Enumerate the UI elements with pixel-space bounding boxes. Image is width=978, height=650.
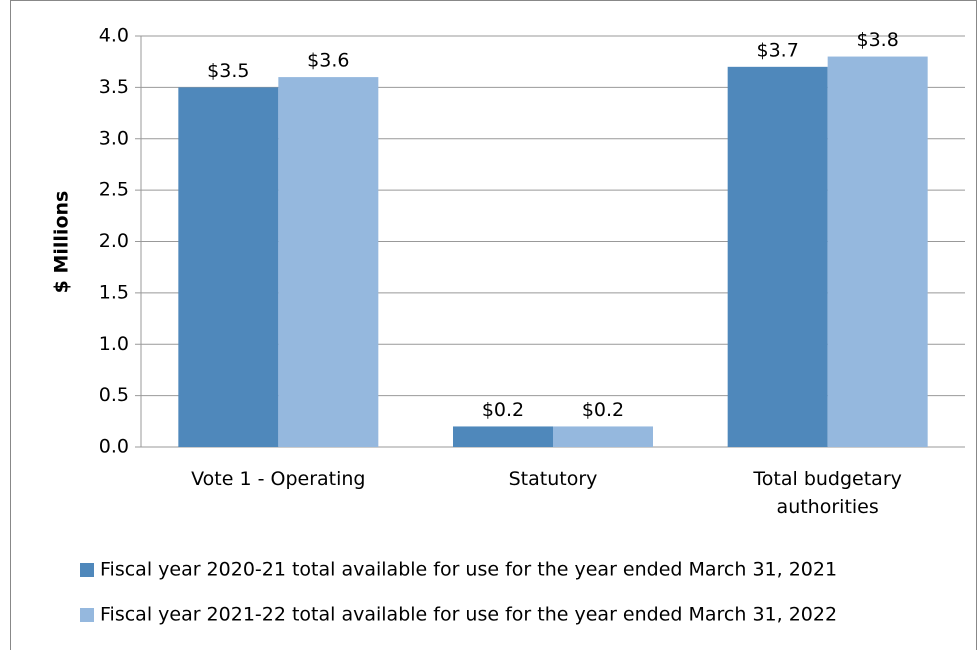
legend-swatch <box>80 563 94 577</box>
x-tick-label: Total budgetary authorities <box>753 468 902 518</box>
bar <box>553 426 653 447</box>
legend-label: Fiscal year 2021-22 total available for … <box>100 604 837 626</box>
legend-swatch <box>80 608 94 622</box>
y-tick-label: 2.0 <box>99 230 129 252</box>
y-tick-label: 1.5 <box>99 281 129 303</box>
y-tick-label: 3.5 <box>99 76 129 98</box>
y-tick-label: 4.0 <box>99 25 129 47</box>
bar <box>178 87 279 447</box>
bar <box>827 56 928 448</box>
y-tick-label: 0.0 <box>99 436 129 458</box>
y-tick-label: 1.0 <box>99 333 129 355</box>
y-tick-label: 3.0 <box>99 127 129 149</box>
y-axis-label: $ Millions <box>51 191 73 294</box>
chart-border <box>10 0 977 650</box>
x-tick-label: Statutory <box>508 468 598 490</box>
data-label: $3.6 <box>307 50 349 72</box>
bar <box>453 426 553 447</box>
data-label: $0.2 <box>582 399 624 421</box>
y-tick-label: 0.5 <box>99 384 129 406</box>
legend-label: Fiscal year 2020-21 total available for … <box>100 559 837 581</box>
bar <box>727 66 828 447</box>
bar <box>278 77 379 447</box>
data-label: $3.8 <box>857 29 899 51</box>
data-label: $0.2 <box>482 399 524 421</box>
data-label: $3.7 <box>757 39 799 61</box>
data-label: $3.5 <box>207 60 249 82</box>
x-tick-label: Vote 1 - Operating <box>191 468 366 490</box>
y-tick-label: 2.5 <box>99 179 129 201</box>
